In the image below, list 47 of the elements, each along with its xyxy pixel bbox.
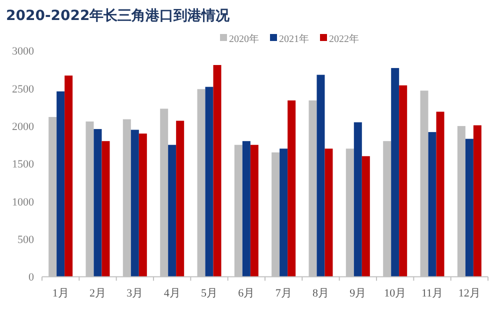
x-tick-label: 11月 [421,288,444,300]
bar [213,65,222,277]
bar [250,144,258,277]
bar [288,100,296,277]
bar [94,129,102,277]
y-tick-label: 3000 [12,46,34,58]
bar [168,144,176,277]
y-tick-label: 1500 [12,158,34,171]
y-tick-label: 2000 [12,121,34,134]
bar [280,148,288,277]
x-tick-label: 2月 [90,288,106,300]
y-tick-label: 0 [28,272,34,284]
y-tick-label: 1000 [12,196,34,208]
bar [324,148,333,277]
bar [436,112,444,277]
bar [316,74,325,277]
x-tick-label: 7月 [275,288,292,300]
legend-label: 2022年 [329,33,359,45]
y-tick-label: 500 [18,234,34,246]
legend-label: 2020年 [229,33,259,45]
x-tick-label: 9月 [350,288,366,300]
bar [102,141,110,277]
x-tick-label: 3月 [126,288,144,300]
bar [130,130,139,277]
bar [399,85,408,277]
bar [428,132,436,277]
bar [354,122,362,277]
bar [465,138,474,277]
y-tick-label: 2500 [12,83,34,96]
bar [176,120,184,277]
x-tick-label: 1月 [52,288,69,300]
x-tick-label: 10月 [384,288,406,300]
bar [205,86,214,277]
x-tick-label: 8月 [312,288,329,300]
bar [391,68,400,277]
x-tick-label: 6月 [238,288,255,300]
bar [138,134,147,277]
x-tick-label: 12月 [458,288,480,300]
bar [362,156,370,277]
x-tick-label: 5月 [201,288,218,300]
x-tick-label: 4月 [164,288,180,300]
bar [473,125,482,277]
bar [242,141,250,277]
chart-title: 2020-2022年长三角港口到港情况 [6,8,231,24]
legend-label: 2021年 [279,33,309,45]
bar [56,91,65,277]
bar [64,76,73,277]
